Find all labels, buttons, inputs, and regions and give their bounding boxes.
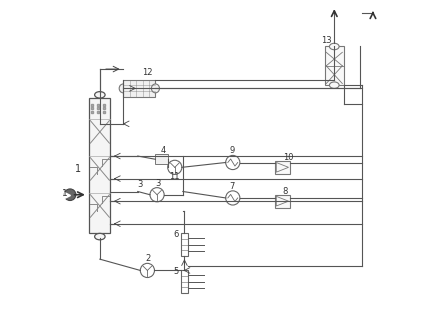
Text: 6: 6	[173, 229, 179, 239]
Ellipse shape	[95, 233, 105, 240]
Text: 5: 5	[173, 267, 179, 276]
Ellipse shape	[330, 43, 339, 50]
Text: 1: 1	[75, 164, 81, 174]
Text: 1: 1	[62, 189, 68, 198]
Text: 11: 11	[169, 172, 179, 181]
Text: 3: 3	[138, 180, 143, 189]
Bar	[123, 80, 155, 97]
Bar	[275, 195, 290, 208]
Text: 13: 13	[321, 36, 332, 45]
Bar	[155, 154, 168, 164]
Bar	[275, 161, 290, 174]
Ellipse shape	[152, 84, 159, 93]
Bar	[89, 98, 110, 233]
Text: 12: 12	[143, 69, 153, 77]
Text: 3: 3	[155, 179, 161, 188]
Bar	[181, 270, 188, 293]
Bar	[325, 46, 344, 85]
Text: 2: 2	[146, 254, 151, 264]
Text: 4: 4	[160, 147, 166, 155]
Ellipse shape	[330, 82, 339, 88]
Ellipse shape	[119, 84, 127, 93]
Text: 8: 8	[283, 187, 288, 196]
Text: 9: 9	[229, 147, 235, 155]
Bar	[181, 233, 188, 256]
Text: 10: 10	[283, 153, 293, 162]
Circle shape	[64, 189, 76, 201]
Ellipse shape	[95, 92, 105, 98]
Text: 7: 7	[229, 182, 235, 191]
